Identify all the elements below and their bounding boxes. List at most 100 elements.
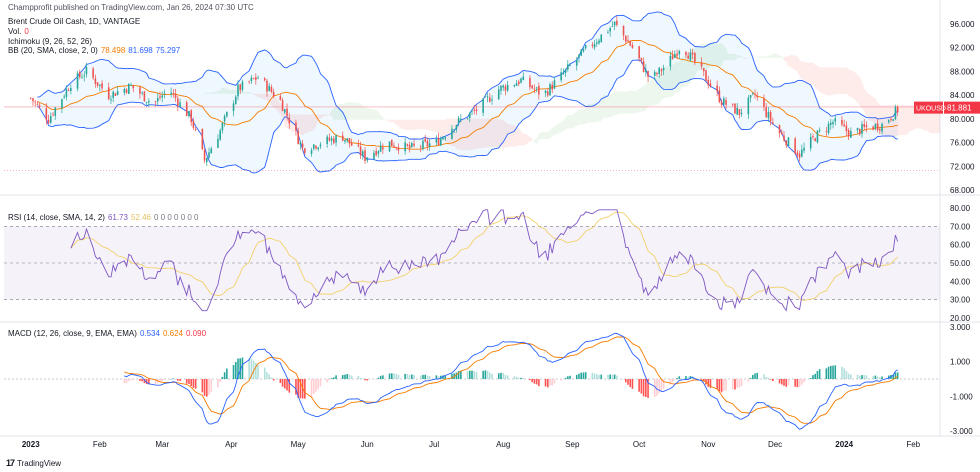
candle-body [894,106,897,120]
ichimoku-cloud-segment [360,103,363,120]
macd-histogram-bar [827,366,830,379]
ichimoku-cloud-segment [307,114,314,133]
ichimoku-cloud-segment [460,118,464,151]
bb-label: BB (20, SMA, close, 2, 0) [8,46,98,55]
ichimoku-cloud-segment [743,57,751,60]
macd-histogram-bar [622,378,625,380]
candle-body [65,89,68,98]
ichimoku-cloud-segment [396,119,399,127]
macd-histogram-bar [373,379,375,380]
macd-histogram-bar [442,375,444,379]
candle-body [769,111,772,122]
macd-histogram-bar [475,372,478,379]
volume-label: Vol. [8,27,22,36]
candle-body [304,148,306,153]
candle-body [567,64,569,70]
candle-body [863,123,866,127]
macd-histogram-bar [629,379,632,388]
macd-histogram-bar [263,367,266,379]
ichimoku-cloud-segment [206,92,209,94]
candle-body [622,25,625,36]
candle-body [518,81,520,85]
candle-body [647,71,649,77]
ichimoku-cloud-segment [458,118,461,150]
rsi-axis-tick: 30.00 [950,296,971,305]
macd-histogram-bar [678,376,681,379]
ichimoku-cloud-segment [864,88,867,117]
candle-body [685,51,687,56]
macd-histogram-bar [159,379,161,383]
ichimoku-cloud-segment [523,133,526,146]
macd-histogram-bar [892,374,894,379]
candle-body [716,85,718,92]
ichimoku-cloud-segment [485,118,488,148]
candle-body [593,44,596,48]
macd-histogram-bar [348,374,351,379]
candle-body [382,147,384,150]
ichimoku-legend[interactable]: Ichimoku (9, 26, 52, 26) [8,37,93,46]
candle-body [491,99,493,101]
candle-body [752,93,754,95]
symbol-tag [914,101,943,114]
ichimoku-cloud-segment [380,115,383,120]
ichimoku-cloud-segment [768,55,771,58]
volume-legend[interactable]: Vol. 0 [8,27,32,37]
candle-body [270,86,273,92]
macd-histogram-bar [765,377,767,379]
candle-body [99,84,101,86]
candle-body [705,70,707,81]
candle-body [738,109,741,116]
bollinger-legend[interactable]: BB (20, SMA, close, 2, 0) 78.498 81.698 75.… [8,46,183,56]
candle-body [130,84,132,86]
candle-body [832,121,834,125]
macd-histogram-bar [272,379,275,381]
time-axis-label: Feb [93,440,107,449]
macd-histogram-bar [611,374,614,379]
macd-histogram-bar [832,365,834,379]
ichimoku-cloud-segment [801,61,805,81]
ichimoku-cloud-segment [487,118,490,147]
candle-body [114,93,117,96]
candle-body [845,125,848,132]
macd-histogram-bar [188,379,190,385]
candle-body [473,109,476,111]
macd-histogram-bar [845,370,848,379]
candle-body [611,26,614,27]
macd-histogram-bar [172,378,175,379]
candle-body [531,85,533,89]
candle-body [78,72,81,78]
tradingview-footer[interactable]: 17 TradingView [6,458,61,468]
candle-body [408,144,411,149]
macd-histogram-bar [818,369,821,379]
rsi-legend[interactable]: RSI (14, close, SMA, 14, 2) 61.73 52.46 0 0… [8,213,201,223]
ichimoku-cloud-segment [222,87,225,94]
candle-body [210,148,213,154]
candle-body [689,52,692,61]
symbol-title[interactable]: Brent Crude Oil Cash, 1D, VANTAGE [8,17,141,26]
ichimoku-cloud-segment [489,118,493,147]
candle-body [440,138,442,146]
macd-histogram-bar [562,379,565,380]
ichimoku-cloud-segment [677,61,680,93]
macd-histogram-bar [809,378,812,379]
macd-histogram-bar [535,379,538,385]
candle-body [50,116,52,123]
ichimoku-cloud-segment [570,115,573,129]
ichimoku-cloud-segment [835,67,838,94]
candle-body [506,84,509,91]
ichimoku-cloud-segment [603,94,611,119]
macd-histogram-bar [723,379,725,391]
candle-body [206,157,208,163]
ichimoku-cloud-segment [846,67,849,96]
macd-legend[interactable]: MACD (12, 26, close, 9, EMA, EMA) 0.534 0.… [8,329,209,339]
time-axis-label: Oct [633,440,646,449]
macd-histogram-bar [468,370,471,379]
candle-body [38,105,41,107]
macd-histogram-bar [700,379,703,380]
macd-histogram-bar [319,379,322,387]
candle-body [841,119,843,125]
ichimoku-cloud-segment [726,48,729,61]
candle-body [783,135,785,141]
candle-body [798,153,801,158]
ichimoku-cloud-segment [884,105,891,136]
